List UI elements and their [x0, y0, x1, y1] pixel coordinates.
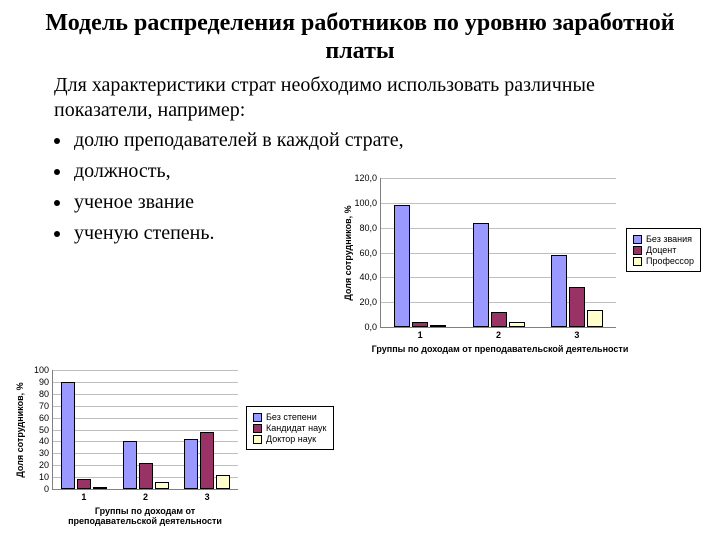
chart-plot-area: 0,020,040,060,080,0100,0120,0123 [380, 178, 616, 328]
legend-swatch [633, 235, 642, 244]
bar [123, 441, 137, 489]
x-tick-label: 3 [205, 492, 210, 502]
y-tick-label: 40,0 [359, 272, 381, 282]
x-axis-label: Группы по доходам от преподавательской д… [360, 344, 640, 354]
y-tick-label: 0,0 [364, 322, 381, 332]
bar [551, 255, 567, 327]
y-tick-label: 60 [39, 413, 53, 423]
list-item: долю преподавателей в каждой страте, [72, 125, 690, 156]
bar-group: 3 [551, 255, 603, 327]
y-tick-label: 60,0 [359, 248, 381, 258]
chart-plot-area: 0102030405060708090100123 [52, 370, 238, 490]
y-axis-label: Доля сотрудников, % [343, 205, 353, 300]
x-tick-label: 3 [574, 330, 579, 340]
chart-degrees: 0102030405060708090100123 Доля сотрудник… [10, 370, 350, 527]
page-title: Модель распределения работников по уровн… [0, 0, 720, 69]
legend-swatch [633, 257, 642, 266]
legend-item: Доктор наук [253, 434, 327, 444]
y-tick-label: 100,0 [354, 198, 381, 208]
y-tick-label: 20,0 [359, 297, 381, 307]
y-tick-label: 50 [39, 425, 53, 435]
bar [491, 312, 507, 327]
legend-label: Профессор [646, 256, 694, 266]
chart-legend: Без степениКандидат наукДоктор наук [246, 406, 334, 450]
y-tick-label: 40 [39, 436, 53, 446]
bar [216, 475, 230, 489]
bar [184, 439, 198, 489]
bar [569, 287, 585, 327]
bar [473, 223, 489, 327]
bar-group: 2 [123, 441, 169, 489]
legend-label: Без степени [266, 412, 317, 422]
legend-item: Доцент [633, 245, 694, 255]
x-tick-label: 1 [81, 492, 86, 502]
legend-item: Без степени [253, 412, 327, 422]
x-tick-label: 2 [496, 330, 501, 340]
y-tick-label: 30 [39, 448, 53, 458]
legend-swatch [253, 413, 262, 422]
bar [200, 432, 214, 489]
y-tick-label: 100 [34, 365, 53, 375]
bar [509, 322, 525, 327]
legend-label: Доцент [646, 245, 676, 255]
legend-label: Доктор наук [266, 434, 316, 444]
x-tick-label: 1 [418, 330, 423, 340]
x-axis-label: Группы по доходам от преподавательской д… [52, 506, 238, 527]
bar-group: 1 [394, 205, 446, 327]
chart-titles: 0,020,040,060,080,0100,0120,0123 Доля со… [336, 178, 706, 354]
bar [77, 479, 91, 489]
intro-text: Для характеристики страт необходимо испо… [0, 69, 720, 125]
legend-label: Без звания [646, 234, 692, 244]
legend-swatch [253, 424, 262, 433]
bar-group: 3 [184, 432, 230, 489]
y-tick-label: 10 [39, 472, 53, 482]
y-tick-label: 80 [39, 389, 53, 399]
legend-swatch [633, 246, 642, 255]
legend-item: Без звания [633, 234, 694, 244]
y-tick-label: 70 [39, 401, 53, 411]
bar [155, 482, 169, 489]
bar [412, 322, 428, 327]
bar [587, 310, 603, 327]
legend-item: Профессор [633, 256, 694, 266]
chart-legend: Без званияДоцентПрофессор [626, 228, 701, 272]
bar-group: 2 [473, 223, 525, 327]
y-tick-label: 80,0 [359, 223, 381, 233]
bar [61, 382, 75, 489]
bar-group: 1 [61, 382, 107, 489]
y-tick-label: 20 [39, 460, 53, 470]
y-tick-label: 90 [39, 377, 53, 387]
x-tick-label: 2 [143, 492, 148, 502]
legend-label: Кандидат наук [266, 423, 327, 433]
bar [93, 487, 107, 489]
legend-item: Кандидат наук [253, 423, 327, 433]
bar [430, 325, 446, 327]
y-axis-label: Доля сотрудников, % [15, 382, 25, 477]
y-tick-label: 0 [44, 484, 53, 494]
legend-swatch [253, 435, 262, 444]
y-tick-label: 120,0 [354, 173, 381, 183]
bar [394, 205, 410, 327]
bar [139, 463, 153, 489]
